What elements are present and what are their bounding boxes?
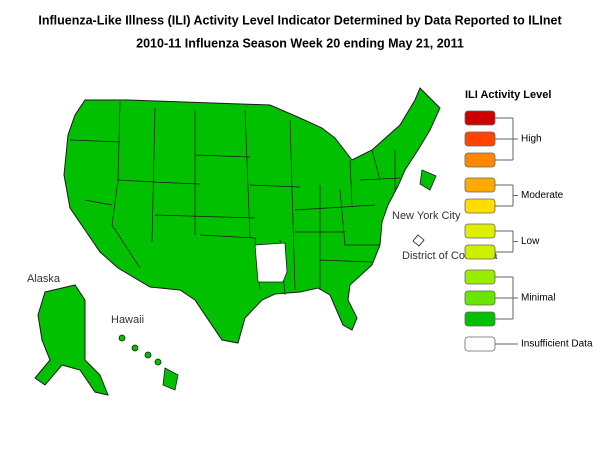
legend-swatch [464,198,496,214]
legend-swatch [464,336,496,352]
legend-swatch [464,290,496,306]
legend-label: Low [521,236,540,247]
legend-swatch [464,244,496,260]
nyc [419,169,437,191]
legend-swatch [464,110,496,126]
us-states [63,87,441,344]
dc [412,234,425,247]
arkansas [254,242,288,283]
legend-swatch [464,269,496,285]
legend-label: High [521,134,542,145]
alaska-label: Alaska [27,273,61,285]
legend-label: Insufficient Data [521,339,593,350]
legend: High Moderate Low Minimal Insufficient Data [464,110,593,352]
legend-swatch [464,152,496,168]
legend-label: Minimal [521,293,555,304]
legend-swatch [464,311,496,327]
nyc-label: New York City [392,210,461,222]
legend-swatch [464,177,496,193]
title: Influenza-Like Illness (ILI) Activity Le… [38,13,562,27]
legend-title: ILI Activity Level [465,89,551,101]
hawaii [118,334,179,391]
subtitle: 2010-11 Influenza Season Week 20 ending … [136,36,464,50]
hawaii-label: Hawaii [111,314,144,326]
legend-label: Moderate [521,190,564,201]
alaska [34,284,109,396]
legend-swatch [464,223,496,239]
legend-swatch [464,131,496,147]
us-map [34,87,441,396]
